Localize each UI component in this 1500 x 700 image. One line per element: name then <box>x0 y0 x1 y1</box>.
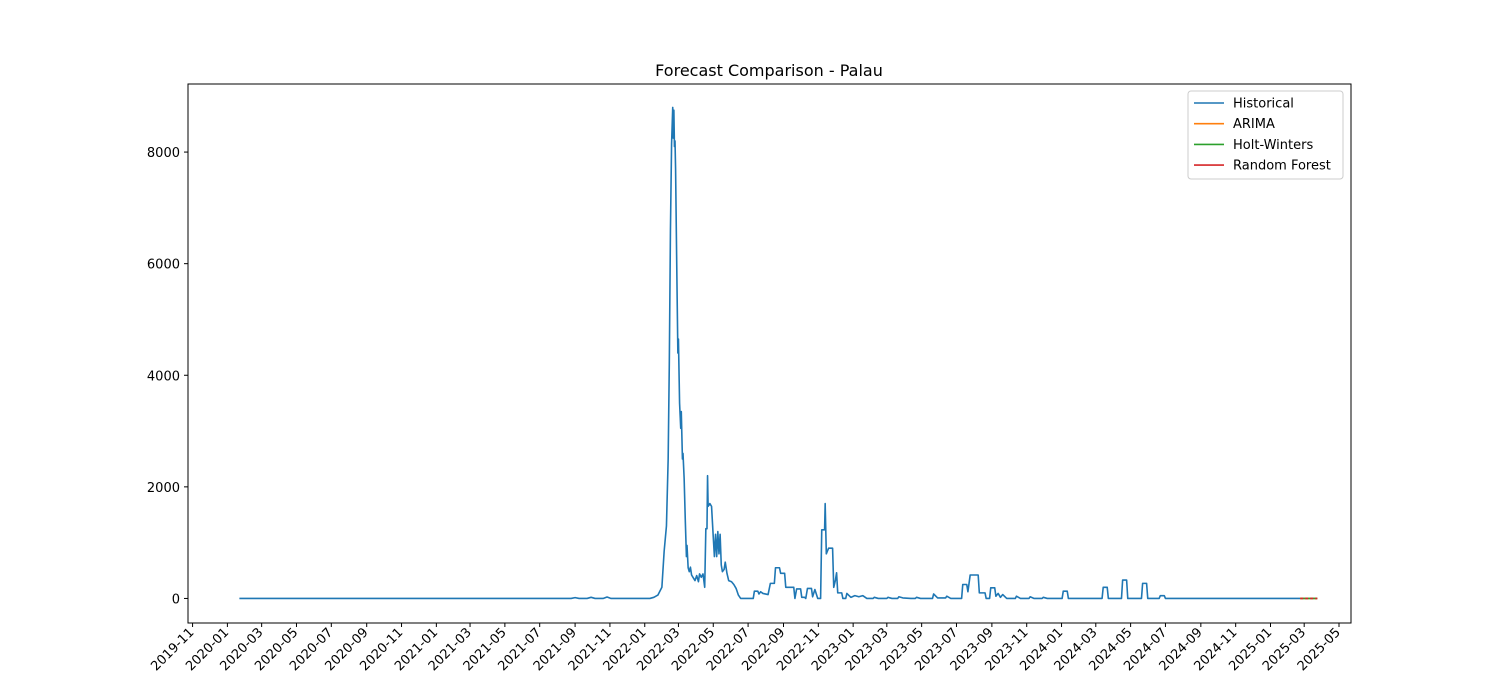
y-tick-label: 2000 <box>147 481 180 496</box>
legend-box <box>1187 90 1344 180</box>
chart-title: Forecast Comparison - Palau <box>655 61 883 80</box>
legend: Historical ARIMA Holt-Winters Random Forest <box>1187 90 1344 180</box>
y-tick-label: 8000 <box>147 146 180 161</box>
series-layer <box>239 106 1318 600</box>
legend-label: Holt-Winters <box>1233 138 1313 153</box>
series-line-historical <box>239 106 1301 600</box>
y-tick-label: 0 <box>172 592 180 607</box>
y-tick-label: 6000 <box>147 258 180 273</box>
legend-label: Historical <box>1233 97 1294 112</box>
y-tick-label: 4000 <box>147 369 180 384</box>
legend-label: Random Forest <box>1233 159 1331 174</box>
legend-label: ARIMA <box>1233 117 1275 132</box>
y-axis: 0 2000 4000 6000 8000 <box>147 146 188 607</box>
axes-frame <box>187 83 1352 624</box>
